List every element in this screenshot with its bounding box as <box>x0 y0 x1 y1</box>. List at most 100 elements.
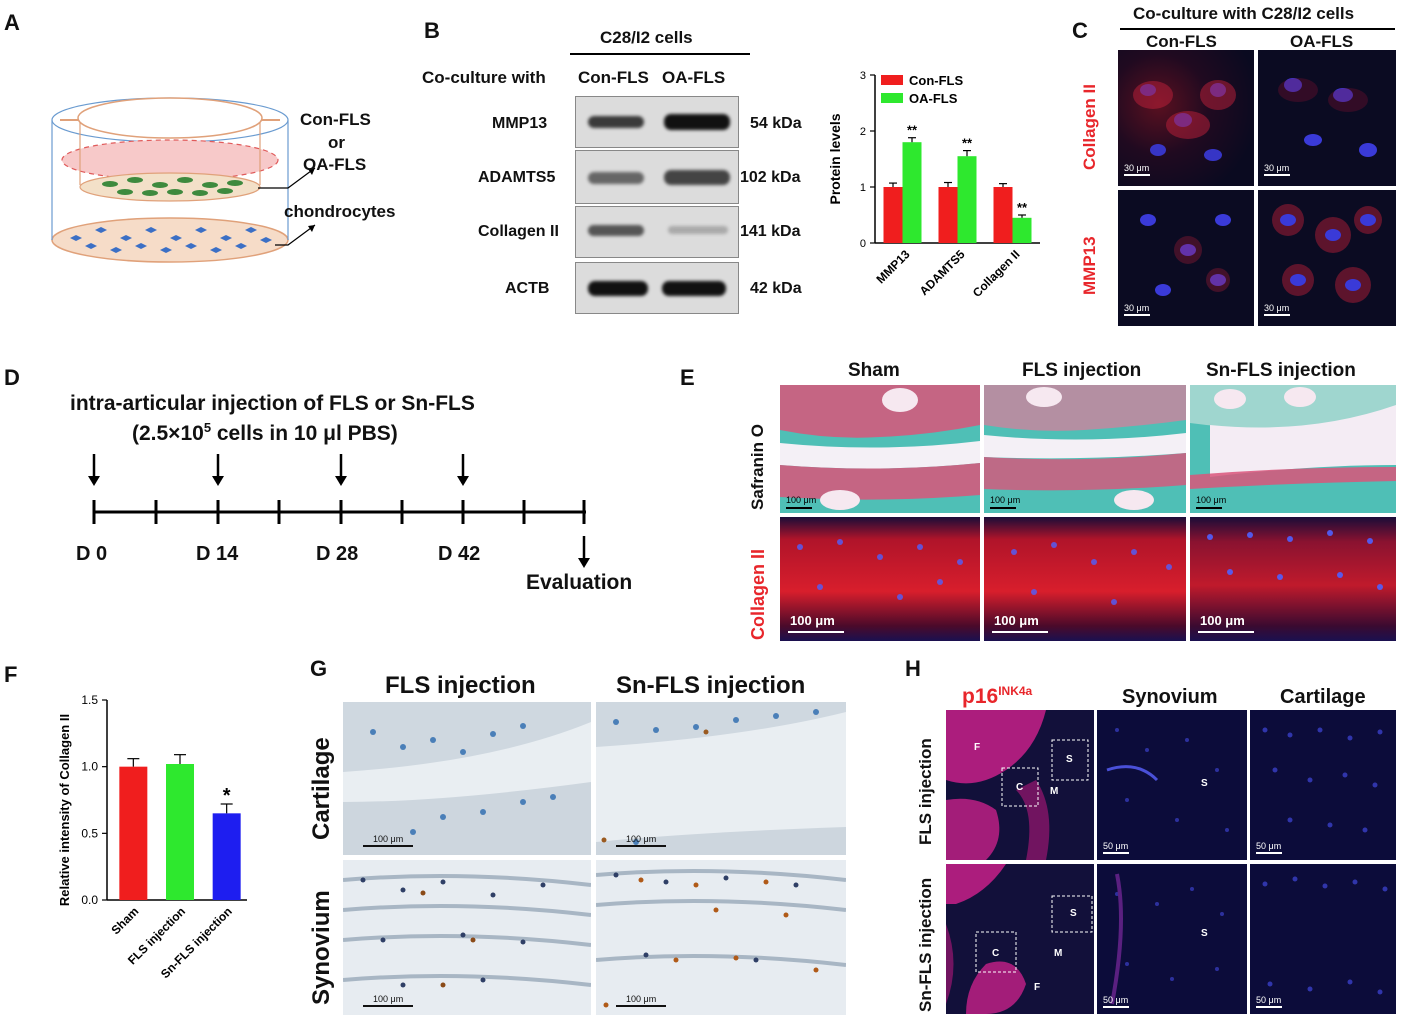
c-scalebar-4: 30 μm <box>1264 303 1290 313</box>
e-row-safranin: Safranin O <box>748 424 767 510</box>
b-sig-mark: ** <box>907 123 918 138</box>
g-scalebar-2: 100 μm <box>626 834 657 844</box>
protein-actb: ACTB <box>505 280 550 297</box>
d-title-2: (2.5×105 cells in 10 μl PBS) <box>132 420 398 445</box>
g-col-sn-fls: Sn-FLS injection <box>616 672 806 699</box>
h-label-s-1: S <box>1066 754 1073 765</box>
e-col2-sham: 100 μm <box>780 517 980 641</box>
h-img-sn-synovium: S 50 μm <box>1097 864 1247 1014</box>
g-scalebar-3: 100 μm <box>373 994 404 1004</box>
e-scalebar-1: 100 μm <box>786 495 817 505</box>
b-legend-label: OA-FLS <box>909 91 958 106</box>
day-28: D 28 <box>316 543 359 565</box>
h-marker: p16INK4a <box>962 684 1033 708</box>
transwell-diagram <box>51 97 316 263</box>
b-x-tick-label: Collagen II <box>970 247 1023 300</box>
b-y-axis-label: Protein levels <box>827 113 843 204</box>
h-img-sn-cartilage: 50 μm <box>1250 864 1396 1014</box>
blot-collagen-ii <box>575 206 739 258</box>
h-label-s-3: S <box>1070 908 1077 919</box>
f-sig-mark: * <box>223 785 231 807</box>
b-bar <box>1012 217 1032 243</box>
c-img-con-col2: 30 μm <box>1118 50 1254 186</box>
b-legend-swatch <box>881 93 903 103</box>
f-bar <box>166 764 194 900</box>
c-scalebar-1: 30 μm <box>1124 163 1150 173</box>
b-y-tick-label: 1 <box>860 182 866 194</box>
chart-protein-levels: 0 1 2 3 Protein levels ** MMP13 ** ADAMTS5 ** Coll… <box>827 70 1040 300</box>
d-title-1: intra-articular injection of FLS or Sn-F… <box>70 392 475 415</box>
label-con-fls: Con-FLS <box>300 110 371 129</box>
h-label-f-1: F <box>974 742 981 753</box>
evaluation-label: Evaluation <box>526 571 633 594</box>
b-bar <box>902 142 922 243</box>
c-row-mmp13: MMP13 <box>1080 236 1099 295</box>
c-img-oa-col2: 30 μm <box>1258 50 1396 186</box>
b-y-tick-label: 0 <box>860 238 866 250</box>
panel-label-f: F <box>4 662 18 687</box>
c-scalebar-3: 30 μm <box>1124 303 1150 313</box>
f-x-tick-label: Sham <box>108 904 141 937</box>
panel-label-h: H <box>905 656 921 681</box>
h-row-sn-fls: Sn-FLS injection <box>916 877 935 1012</box>
f-y-axis-label: Relative intensity of Collagen II <box>57 714 72 906</box>
h-scalebar-3: 50 μm <box>1103 995 1129 1005</box>
c-img-oa-mmp13: 30 μm <box>1258 190 1396 326</box>
protein-collagen-ii: Collagen II <box>478 223 559 240</box>
e-col2-sn-fls: 100 μm <box>1190 517 1396 641</box>
f-y-tick-label: 0.0 <box>81 893 98 907</box>
g-img-sn-cartilage: 100 μm <box>596 702 846 855</box>
e-scalebar-6: 100 μm <box>1200 613 1245 628</box>
c-col-con-fls: Con-FLS <box>1146 32 1217 51</box>
lane-oa-fls: OA-FLS <box>662 68 726 87</box>
e-col2-fls: 100 μm <box>984 517 1186 641</box>
e-col-sn-fls: Sn-FLS injection <box>1206 360 1356 381</box>
h-label-m-1: M <box>1050 786 1059 797</box>
h-img-fls-synovium: S 50 μm <box>1097 710 1247 860</box>
b-bar <box>883 187 903 243</box>
c-scalebar-2: 30 μm <box>1264 163 1290 173</box>
protein-mmp13: MMP13 <box>492 115 548 132</box>
b-x-tick-label: MMP13 <box>873 247 912 286</box>
size-141: 141 kDa <box>740 223 801 240</box>
e-scalebar-3: 100 μm <box>1196 495 1227 505</box>
h-img-fls-cartilage: 50 μm <box>1250 710 1396 860</box>
panel-label-c: C <box>1072 18 1088 43</box>
b-sig-mark: ** <box>962 136 973 151</box>
h-col-synovium: Synovium <box>1122 686 1218 708</box>
b-legend-label: Con-FLS <box>909 73 963 88</box>
h-scalebar-2: 50 μm <box>1256 841 1282 851</box>
h-col-cartilage: Cartilage <box>1280 686 1366 708</box>
day-14: D 14 <box>196 543 239 565</box>
f-bar <box>119 766 148 900</box>
e-scalebar-5: 100 μm <box>994 613 1039 628</box>
e-col-sham: Sham <box>848 360 900 381</box>
blot-adamts5 <box>575 150 739 204</box>
label-chondrocytes: chondrocytes <box>284 202 396 221</box>
c-header-rule <box>1120 28 1395 30</box>
lane-con-fls: Con-FLS <box>578 68 649 87</box>
h-img-sn-overview: C S M F <box>946 864 1094 1014</box>
e-saf-fls: 100 μm <box>984 385 1186 513</box>
f-y-tick-label: 0.5 <box>81 826 98 840</box>
e-scalebar-4: 100 μm <box>790 613 835 628</box>
c-img-con-mmp13: 30 μm <box>1118 190 1254 326</box>
g-scalebar-1: 100 μm <box>373 834 404 844</box>
chart-collagen-intensity: 0.0 0.5 1.0 1.5 Relative intensity of Collag… <box>57 693 247 981</box>
c-col-oa-fls: OA-FLS <box>1290 32 1354 51</box>
f-y-tick-label: 1.0 <box>81 760 98 774</box>
h-img-fls-overview: F C S M <box>946 710 1094 860</box>
h-label-s-4: S <box>1201 928 1208 939</box>
g-scalebar-4: 100 μm <box>626 994 657 1004</box>
e-row-collagen-ii: Collagen II <box>748 548 768 640</box>
h-scalebar-1: 50 μm <box>1103 841 1129 851</box>
header-rule <box>570 53 750 55</box>
cells-header: C28/I2 cells <box>600 28 693 47</box>
c-header: Co-culture with C28/I2 cells <box>1133 4 1355 23</box>
panel-label-g: G <box>310 656 328 681</box>
b-y-tick-label: 2 <box>860 126 866 138</box>
b-bar <box>993 187 1013 243</box>
h-label-c-2: C <box>992 948 1000 959</box>
h-row-fls: FLS injection <box>916 738 935 845</box>
panel-label-a: A <box>4 10 20 35</box>
